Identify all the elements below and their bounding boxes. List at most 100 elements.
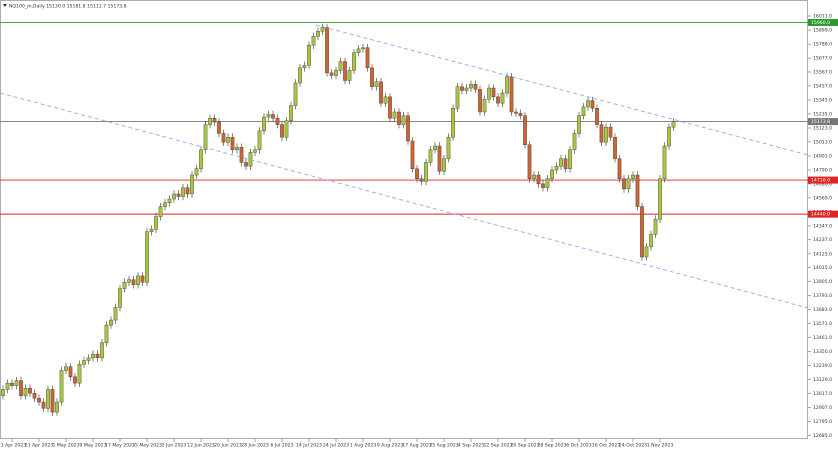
candle-body bbox=[397, 111, 401, 125]
level-label: 14710.0 bbox=[811, 178, 830, 184]
candle-body bbox=[316, 31, 320, 37]
candle-body bbox=[388, 96, 392, 119]
candle-body bbox=[635, 174, 640, 207]
candle-body bbox=[334, 70, 338, 76]
candle-body bbox=[451, 108, 455, 138]
candle-body bbox=[329, 72, 334, 76]
candle-body bbox=[298, 67, 302, 84]
candle-body bbox=[392, 111, 397, 119]
candle-body bbox=[185, 187, 190, 195]
candle-body bbox=[370, 67, 374, 87]
candle-body bbox=[140, 275, 145, 283]
y-tick-label: 13017.0 bbox=[813, 391, 832, 397]
candle-body bbox=[559, 158, 563, 167]
candle-body bbox=[109, 319, 113, 326]
x-tick-label: 9 Aug 2023 bbox=[377, 443, 404, 449]
candle-body bbox=[266, 114, 271, 118]
candle-body bbox=[487, 87, 491, 100]
candle-body bbox=[1, 389, 5, 396]
candle-body bbox=[32, 393, 37, 399]
candle-body bbox=[77, 364, 82, 384]
candle-body bbox=[50, 389, 55, 413]
candle-body bbox=[217, 121, 221, 134]
candle-body bbox=[644, 246, 649, 258]
y-tick-label: 12685.0 bbox=[813, 433, 832, 439]
y-tick-label: 14790.0 bbox=[813, 167, 832, 173]
candle-body bbox=[523, 115, 527, 145]
x-tick-label: 17 May 2023 bbox=[105, 443, 135, 449]
candle-body bbox=[662, 145, 667, 180]
candle-body bbox=[622, 178, 626, 190]
x-tick-label: 1 Aug 2023 bbox=[350, 443, 377, 449]
candle-body bbox=[275, 118, 280, 125]
candle-body bbox=[145, 231, 149, 283]
y-tick-label: 14680.0 bbox=[813, 181, 832, 187]
candle-body bbox=[91, 353, 95, 359]
x-tick-label: 20 Sep 2023 bbox=[510, 443, 539, 449]
candle-body bbox=[536, 174, 541, 185]
candle-body bbox=[514, 111, 518, 114]
candle-body bbox=[446, 137, 451, 159]
candle-body bbox=[55, 401, 59, 413]
y-tick-label: 13683.0 bbox=[813, 307, 832, 313]
candle-body bbox=[460, 86, 464, 91]
candle-body bbox=[649, 234, 653, 248]
y-tick-label: 13129.0 bbox=[813, 377, 832, 383]
candle-body bbox=[532, 174, 536, 180]
candle-body bbox=[518, 113, 523, 116]
candle-body bbox=[167, 198, 172, 203]
y-tick-label: 14237.0 bbox=[813, 237, 832, 243]
y-tick-label: 15123.0 bbox=[813, 126, 832, 132]
candle-body bbox=[262, 116, 266, 132]
x-tick-label: 14 Jul 2023 bbox=[296, 443, 322, 449]
x-tick-label: 6 Oct 2023 bbox=[566, 443, 592, 449]
y-tick-label: 14901.0 bbox=[813, 153, 832, 159]
candle-body bbox=[505, 76, 509, 94]
candle-body bbox=[509, 76, 514, 113]
level-tag bbox=[808, 18, 838, 26]
candle-body bbox=[221, 133, 226, 143]
candle-body bbox=[613, 137, 617, 159]
y-tick-label: 15899.0 bbox=[813, 28, 832, 34]
candle-body bbox=[653, 218, 658, 235]
candle-body bbox=[73, 376, 77, 384]
y-tick-label: 15457.0 bbox=[813, 83, 832, 89]
candle-body bbox=[626, 178, 631, 190]
candle-body bbox=[374, 81, 379, 87]
candle-body bbox=[352, 52, 356, 71]
x-tick-label: 25 Aug 2023 bbox=[429, 443, 459, 449]
x-tick-label: 20 Jun 2023 bbox=[214, 443, 242, 449]
candle-body bbox=[325, 27, 329, 74]
candle-body bbox=[577, 115, 581, 134]
candle-body bbox=[59, 370, 64, 403]
y-tick-label: 13350.0 bbox=[813, 349, 832, 355]
level-label: 15960.0 bbox=[811, 20, 830, 26]
candle-body bbox=[293, 82, 298, 106]
candle-body bbox=[617, 158, 622, 180]
candle-body bbox=[28, 387, 32, 394]
candle-body bbox=[554, 166, 559, 171]
candle-body bbox=[158, 206, 163, 217]
candle-body bbox=[586, 100, 590, 108]
candle-body bbox=[338, 61, 343, 71]
candle-body bbox=[500, 92, 505, 104]
candle-body bbox=[244, 162, 248, 167]
candle-body bbox=[320, 27, 325, 32]
candle-body bbox=[415, 168, 419, 180]
candle-body bbox=[131, 279, 136, 285]
x-tick-label: 24 Jul 2023 bbox=[323, 443, 349, 449]
candle-body bbox=[595, 108, 599, 125]
candle-body bbox=[469, 84, 473, 89]
candle-body bbox=[302, 65, 307, 69]
candle-body bbox=[230, 137, 235, 151]
candle-body bbox=[226, 137, 230, 143]
candle-body bbox=[541, 183, 545, 188]
chart-title: NQ100_m,Daily 15130.0 15181.8 15111.7 15… bbox=[9, 4, 127, 10]
x-tick-label: 2 Jun 2023 bbox=[162, 443, 187, 449]
candle-body bbox=[478, 89, 482, 113]
candle-body bbox=[14, 380, 19, 386]
candle-body bbox=[289, 105, 293, 122]
candle-body bbox=[365, 47, 370, 69]
y-tick-label: 15345.0 bbox=[813, 98, 832, 104]
candle-body bbox=[307, 44, 311, 66]
